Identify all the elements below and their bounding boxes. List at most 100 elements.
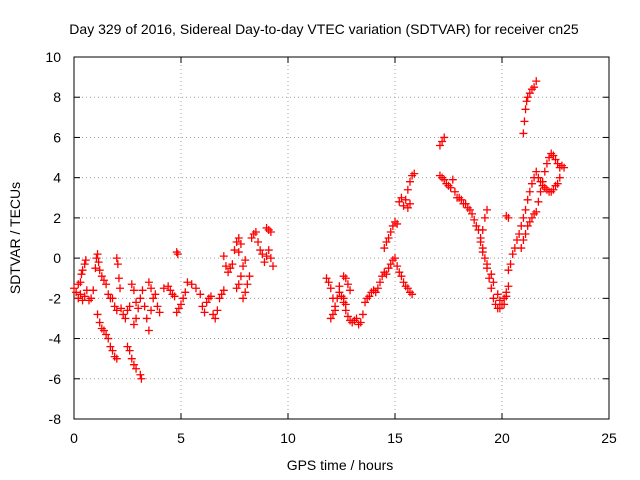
data-point xyxy=(463,203,472,212)
data-point xyxy=(551,181,560,190)
data-point xyxy=(81,256,90,265)
data-point xyxy=(343,280,352,289)
series-seg20 xyxy=(502,149,569,253)
x-tick-label: 10 xyxy=(280,430,296,446)
data-point xyxy=(93,250,102,259)
data-point xyxy=(234,248,243,257)
data-point xyxy=(403,203,412,212)
data-point xyxy=(549,185,558,194)
data-point xyxy=(144,278,153,287)
data-point xyxy=(468,209,477,218)
data-point xyxy=(232,284,241,293)
data-point xyxy=(520,117,529,126)
data-point xyxy=(534,197,543,206)
data-point xyxy=(127,354,136,363)
grid-lines xyxy=(74,57,609,419)
y-tick-label: 6 xyxy=(53,129,61,145)
data-point xyxy=(123,306,132,315)
y-tick-label: -2 xyxy=(49,290,62,306)
x-tick-label: 0 xyxy=(70,430,78,446)
data-point xyxy=(77,270,86,279)
data-point xyxy=(116,284,125,293)
data-point xyxy=(487,270,496,279)
data-point xyxy=(530,209,539,218)
series-seg2 xyxy=(84,250,115,305)
data-point xyxy=(485,274,494,283)
data-point xyxy=(506,260,515,269)
data-point xyxy=(339,272,348,281)
y-tick-label: 0 xyxy=(53,250,61,266)
data-point xyxy=(245,272,254,281)
data-point xyxy=(495,296,504,305)
data-point xyxy=(523,221,532,230)
data-point xyxy=(172,308,181,317)
data-point xyxy=(534,173,543,182)
y-axis-label: SDTVAR / TECUs xyxy=(7,182,23,294)
data-point xyxy=(181,288,190,297)
data-point xyxy=(442,179,451,188)
data-point xyxy=(373,284,382,293)
data-point xyxy=(483,260,492,269)
data-point xyxy=(405,177,414,186)
series-seg15 xyxy=(380,169,419,253)
data-point xyxy=(221,262,230,271)
data-point xyxy=(149,294,158,303)
data-point xyxy=(504,266,513,275)
series-seg10 xyxy=(219,234,250,293)
data-point xyxy=(196,290,205,299)
data-point xyxy=(560,163,569,172)
data-point xyxy=(215,294,224,303)
data-point xyxy=(187,280,196,289)
data-point xyxy=(209,310,218,319)
data-point xyxy=(527,85,536,94)
data-point xyxy=(519,213,528,222)
data-point xyxy=(132,314,141,323)
data-point xyxy=(147,306,156,315)
data-point xyxy=(446,183,455,192)
data-point xyxy=(226,264,235,273)
data-point xyxy=(391,217,399,226)
data-point xyxy=(70,284,78,293)
data-point xyxy=(256,246,265,255)
data-point xyxy=(457,195,466,204)
data-point xyxy=(78,266,87,275)
data-point xyxy=(213,306,222,315)
data-point xyxy=(232,238,241,247)
data-point xyxy=(386,227,395,236)
data-point xyxy=(94,258,103,267)
data-point xyxy=(204,294,213,303)
data-point xyxy=(547,187,556,196)
data-point xyxy=(119,310,128,319)
plot-frame xyxy=(73,56,610,420)
series-seg11 xyxy=(239,223,278,303)
data-point xyxy=(159,284,168,293)
data-point xyxy=(489,278,498,287)
data-point xyxy=(84,296,93,305)
data-point xyxy=(405,288,414,297)
data-point xyxy=(476,238,485,247)
data-point xyxy=(202,298,211,307)
data-point xyxy=(408,171,417,180)
data-point xyxy=(228,260,237,269)
x-tick-label: 5 xyxy=(177,430,185,446)
data-point xyxy=(489,294,498,303)
data-point xyxy=(523,195,532,204)
data-point xyxy=(388,221,397,230)
x-tick-label: 20 xyxy=(494,430,510,446)
data-point xyxy=(137,374,146,383)
data-point xyxy=(551,155,560,164)
data-point xyxy=(440,175,449,184)
data-point xyxy=(328,310,337,319)
data-point xyxy=(525,89,534,98)
data-point xyxy=(168,290,177,299)
data-point xyxy=(352,314,361,323)
data-point xyxy=(108,346,117,355)
data-point xyxy=(138,286,147,295)
data-point xyxy=(110,352,119,361)
data-point xyxy=(191,284,200,293)
data-point xyxy=(555,173,564,182)
data-point xyxy=(343,312,352,321)
data-point xyxy=(530,83,539,92)
data-point xyxy=(129,360,138,369)
data-point xyxy=(527,213,536,222)
